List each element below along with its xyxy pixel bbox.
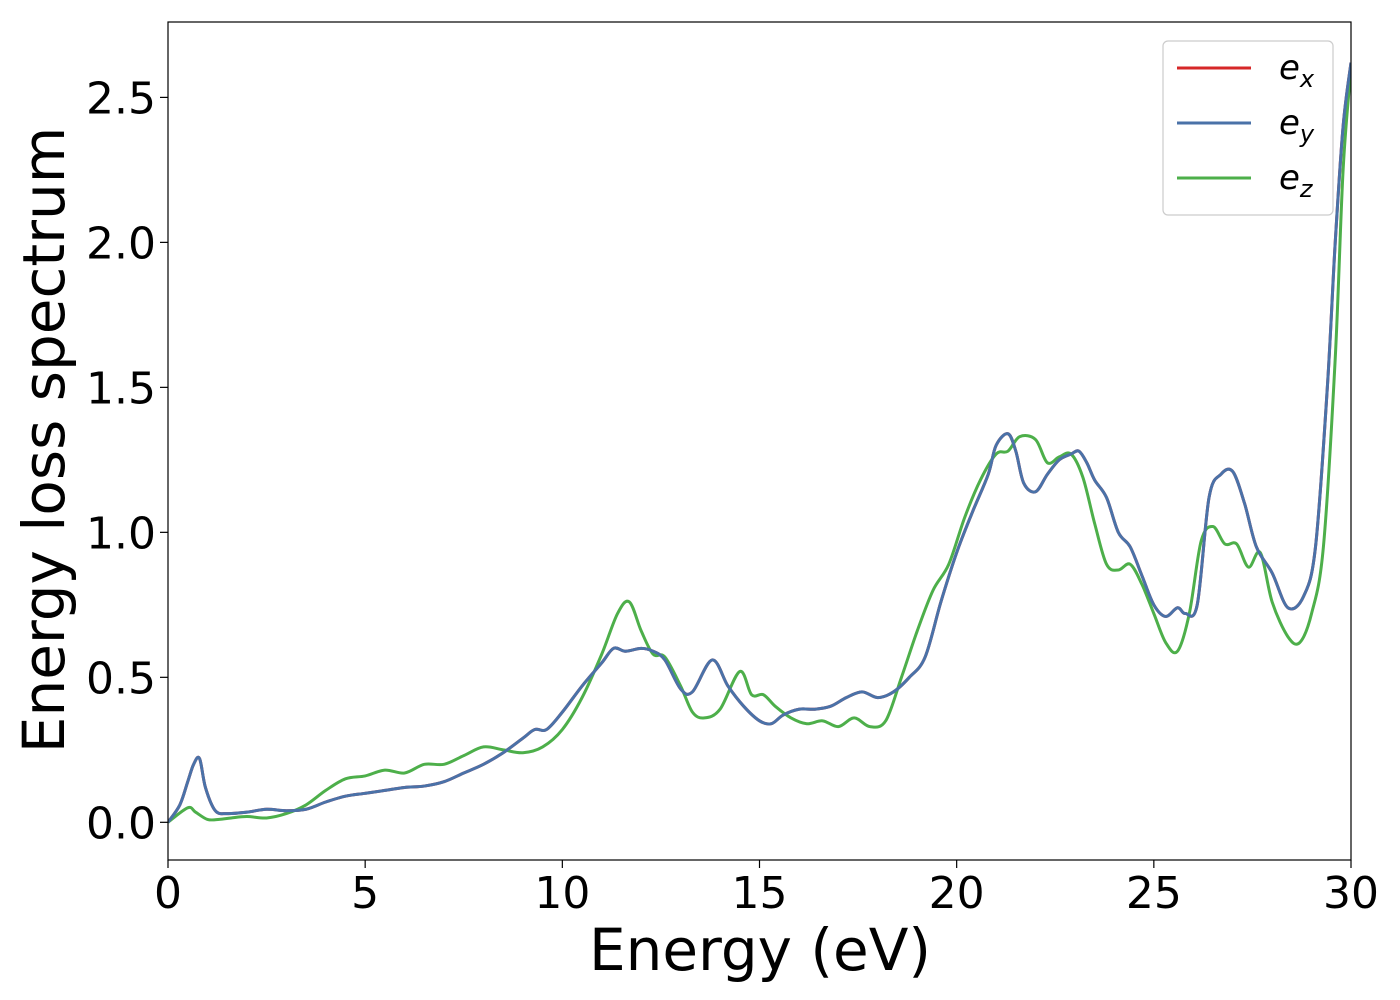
y-axis-label: Energy loss spectrum — [10, 127, 78, 753]
x-tick-label: 20 — [929, 868, 985, 919]
x-axis-label: Energy (eV) — [589, 916, 931, 984]
x-tick-label: 15 — [732, 868, 788, 919]
y-tick-label: 0.5 — [86, 653, 156, 704]
y-tick-label: 0.0 — [86, 798, 156, 849]
x-tick-label: 25 — [1126, 868, 1182, 919]
x-tick-label: 10 — [534, 868, 590, 919]
x-tick-label: 5 — [351, 868, 379, 919]
y-tick-label: 2.5 — [86, 73, 156, 124]
legend-label: ez — [1279, 158, 1314, 203]
legend-label: ey — [1279, 103, 1315, 148]
series-line-e-y — [168, 62, 1351, 824]
x-tick-label: 30 — [1323, 868, 1379, 919]
series-line-e-z — [168, 68, 1351, 824]
legend-frame — [1162, 40, 1334, 216]
series-layer — [168, 62, 1351, 824]
legend: ex ey ez — [1162, 40, 1334, 216]
legend-label: ex — [1279, 48, 1315, 93]
axes: 0 5 10 15 20 25 30 0.0 0.5 1.0 1.5 2.0 2.5 — [86, 21, 1379, 919]
y-tick-label: 1.5 — [86, 363, 156, 414]
y-tick-label: 2.0 — [86, 218, 156, 269]
x-tick-label: 0 — [154, 868, 182, 919]
y-tick-label: 1.0 — [86, 508, 156, 559]
